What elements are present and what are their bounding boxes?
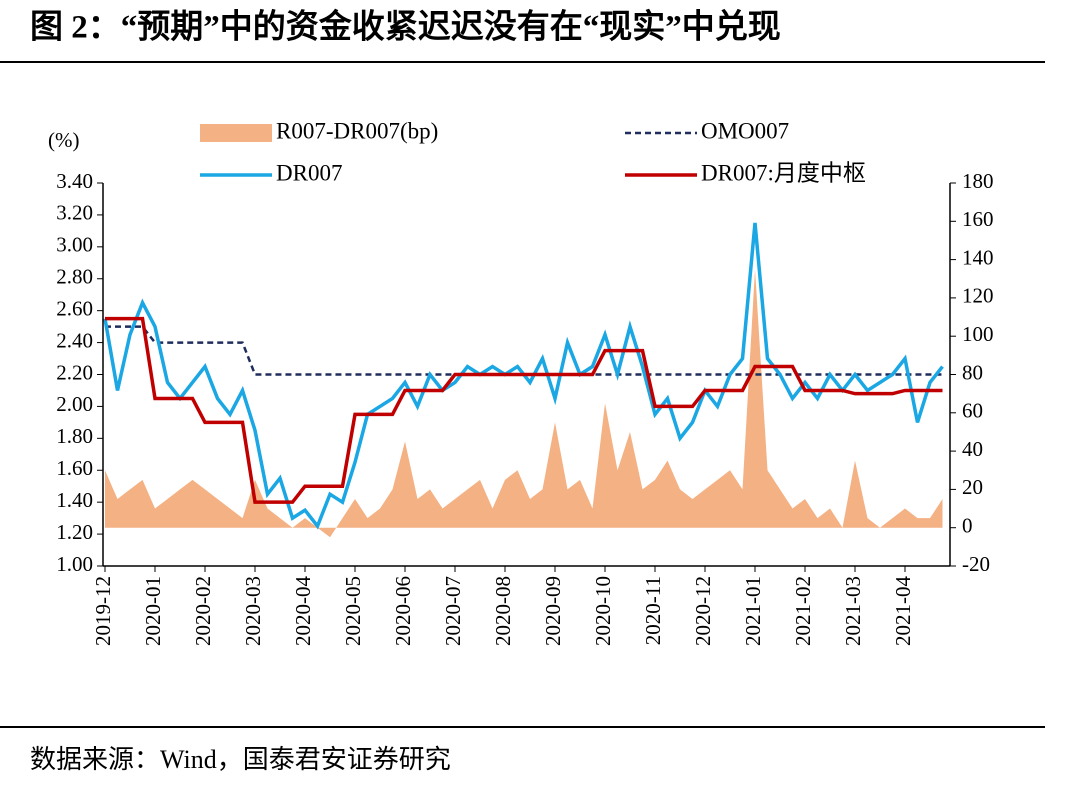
y-tick-label: 2.00: [56, 392, 93, 416]
legend-swatch: [200, 124, 272, 142]
legend-label: R007-DR007(bp): [276, 118, 438, 143]
spread-area: [105, 269, 943, 538]
x-tick-label: 2020-07: [441, 576, 465, 646]
x-tick-label: 2020-10: [591, 576, 615, 646]
y-tick-label: 2.40: [56, 328, 93, 352]
x-tick-label: 2020-04: [291, 576, 315, 646]
y-tick-label: 2.60: [56, 296, 93, 320]
y-tick-label: 1.80: [56, 424, 93, 448]
y-tick-label: 2.80: [56, 265, 93, 289]
x-tick-label: 2021-03: [841, 576, 865, 646]
source: 数据来源：Wind，国泰君安证券研究: [30, 745, 451, 774]
y-tick-label: 1.40: [56, 488, 93, 512]
legend-label: OMO007: [701, 118, 789, 143]
y-tick-label: 2.20: [56, 360, 93, 384]
y2-tick-label: 120: [962, 284, 994, 308]
y-tick-label: 1.00: [56, 552, 93, 576]
y-tick-label: 3.00: [56, 233, 93, 257]
y2-tick-label: 20: [962, 475, 983, 499]
y2-tick-label: 140: [962, 245, 994, 269]
y2-tick-label: 0: [962, 514, 973, 538]
y-tick-label: 3.20: [56, 201, 93, 225]
legend-label: DR007: [276, 160, 342, 185]
y2-tick-label: 180: [962, 169, 994, 193]
y2-tick-label: 60: [962, 399, 983, 423]
x-tick-label: 2021-02: [791, 576, 815, 646]
legend-label: DR007:月度中枢: [701, 160, 866, 185]
y2-tick-label: 160: [962, 207, 994, 231]
x-tick-label: 2020-06: [391, 576, 415, 646]
series-line: [105, 316, 943, 504]
y2-tick-label: -20: [962, 552, 990, 576]
x-tick-label: 2021-01: [741, 576, 765, 646]
x-tick-label: 2021-04: [891, 576, 915, 646]
x-tick-label: 2020-02: [191, 576, 215, 646]
x-tick-label: 2020-09: [541, 576, 565, 646]
x-tick-label: 2020-05: [341, 576, 365, 646]
y2-tick-label: 80: [962, 360, 983, 384]
y-tick-label: 1.20: [56, 520, 93, 544]
title: 图 2：“预期”中的资金收紧迟迟没有在“现实”中兑现: [30, 8, 781, 46]
y-label: (%): [48, 128, 79, 152]
x-tick-label: 2019-12: [91, 576, 115, 646]
x-tick-label: 2020-08: [491, 576, 515, 646]
x-tick-label: 2020-12: [691, 576, 715, 646]
y-tick-label: 1.60: [56, 456, 93, 480]
x-tick-label: 2020-03: [241, 576, 265, 646]
y-tick-label: 3.40: [56, 169, 93, 193]
x-tick-label: 2020-01: [141, 576, 165, 646]
series-line: [105, 325, 943, 376]
x-tick-label: 2020-11: [641, 576, 665, 645]
y2-tick-label: 40: [962, 437, 983, 461]
y2-tick-label: 100: [962, 322, 994, 346]
